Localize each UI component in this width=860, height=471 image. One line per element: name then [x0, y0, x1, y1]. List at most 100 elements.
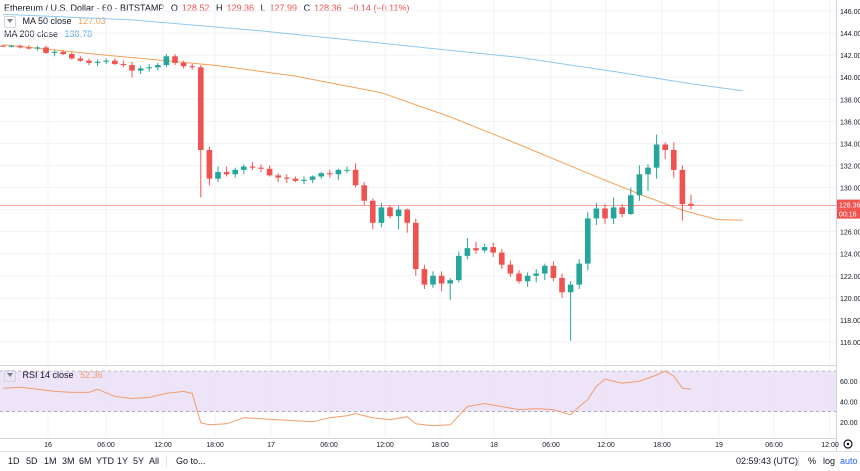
- range-ytd-button[interactable]: YTD: [96, 456, 114, 466]
- collapse-indicators-icon[interactable]: [4, 15, 16, 28]
- range-all-button[interactable]: All: [149, 456, 160, 466]
- candle-body: [688, 203, 694, 206]
- range-1d-button[interactable]: 1D: [8, 456, 20, 466]
- candle: [112, 58, 118, 66]
- candle: [34, 45, 41, 51]
- candle: [0, 44, 6, 47]
- candle: [232, 167, 238, 178]
- candle: [636, 165, 643, 201]
- bottom-toolbar: 1D 5D 1M 3M 6M YTD 1Y 5Y All Go to... 02…: [0, 451, 860, 471]
- rsi-collapse-icon[interactable]: [4, 369, 16, 382]
- candle: [447, 277, 453, 301]
- goto-button[interactable]: Go to...: [176, 456, 206, 466]
- candle: [473, 241, 479, 254]
- price-tick-label: 126.00: [840, 230, 860, 237]
- candle: [438, 271, 445, 292]
- price-tick-label: 142.00: [840, 53, 860, 60]
- candle: [60, 50, 66, 56]
- time-tick-label: 12:00: [154, 442, 172, 449]
- candle: [180, 60, 187, 69]
- utc-clock[interactable]: 02:59:43 (UTC): [736, 456, 799, 466]
- candle-body: [51, 51, 58, 53]
- candle-body: [671, 150, 677, 170]
- candle: [26, 45, 32, 50]
- candle: [404, 208, 410, 233]
- auto-scale-button[interactable]: auto: [840, 456, 858, 466]
- high-key: H: [215, 3, 223, 13]
- price-tick-label: 118.00: [840, 318, 860, 325]
- range-5d-button[interactable]: 5D: [26, 456, 38, 466]
- candle-body: [516, 273, 522, 282]
- ma50-legend[interactable]: MA 50 close 127.03: [4, 15, 110, 28]
- symbol-title[interactable]: Ethereum / U.S. Dollar · 60 · BITSTAMP: [4, 3, 165, 13]
- range-1y-button[interactable]: 1Y: [117, 456, 129, 466]
- time-tick-label: 06:00: [97, 442, 115, 449]
- candle: [671, 142, 677, 178]
- percent-scale-button[interactable]: %: [808, 456, 817, 466]
- ma200-label: MA 200 close: [4, 29, 59, 39]
- candle-body: [507, 264, 514, 274]
- candle-body: [610, 207, 617, 219]
- candle-body: [327, 173, 333, 175]
- candle-body: [438, 275, 445, 284]
- candle: [163, 54, 170, 68]
- candle-body: [172, 56, 178, 63]
- ma50-label: MA 50 close: [22, 16, 72, 26]
- candle: [413, 218, 419, 276]
- candle: [275, 173, 281, 182]
- candle-body: [309, 176, 316, 180]
- candle-body: [284, 177, 290, 179]
- candle-body: [576, 263, 582, 285]
- candle: [249, 162, 256, 170]
- candle-body: [490, 247, 496, 253]
- countdown-tag: [837, 209, 860, 219]
- candle: [352, 163, 359, 188]
- candle: [258, 164, 264, 173]
- price-tick-label: 124.00: [840, 252, 860, 259]
- candle-body: [232, 169, 238, 175]
- rsi-band: [0, 371, 836, 412]
- last-price-label: 128.36: [839, 203, 860, 210]
- candle: [361, 182, 367, 206]
- candle: [610, 197, 617, 224]
- candle: [602, 204, 608, 224]
- time-tick-label: 19: [715, 442, 723, 449]
- ma50-line: [2, 44, 743, 221]
- time-tick-label: 12:00: [597, 442, 615, 449]
- range-1m-button[interactable]: 1M: [44, 456, 57, 466]
- ma200-legend[interactable]: MA 200 close 138.78: [4, 28, 96, 40]
- time-tick-label: 06:00: [765, 442, 783, 449]
- candle-body: [223, 172, 230, 175]
- rsi-line: [2, 370, 692, 427]
- candle-body: [542, 265, 548, 274]
- candle: [585, 211, 591, 271]
- rsi-tick-label: 20.00: [840, 420, 858, 427]
- candle-body: [524, 275, 531, 282]
- chart-grid: [0, 0, 860, 439]
- settings-gear-icon[interactable]: [843, 439, 853, 449]
- candle: [137, 66, 144, 74]
- range-6m-button[interactable]: 6M: [79, 456, 92, 466]
- candle-body: [602, 208, 608, 219]
- candle-body: [163, 56, 170, 66]
- range-5y-button[interactable]: 5Y: [133, 456, 145, 466]
- candle-body: [533, 273, 539, 276]
- price-tick-label: 144.00: [840, 31, 860, 38]
- candle-body: [146, 67, 152, 69]
- candle-body: [198, 67, 204, 151]
- candle-body: [335, 169, 342, 175]
- time-tick-label: 06:00: [542, 442, 560, 449]
- range-3m-button[interactable]: 3M: [62, 456, 75, 466]
- candle-body: [137, 68, 144, 71]
- candle: [421, 264, 428, 289]
- candle: [567, 281, 574, 341]
- candle: [51, 49, 58, 57]
- candle-body: [559, 277, 565, 293]
- candle: [619, 204, 625, 218]
- price-tick-label: 122.00: [840, 274, 860, 281]
- log-scale-button[interactable]: log: [823, 456, 836, 466]
- candle-body: [155, 65, 161, 68]
- rsi-legend[interactable]: RSI 14 close 52.36: [4, 369, 107, 382]
- candle-body: [103, 60, 109, 62]
